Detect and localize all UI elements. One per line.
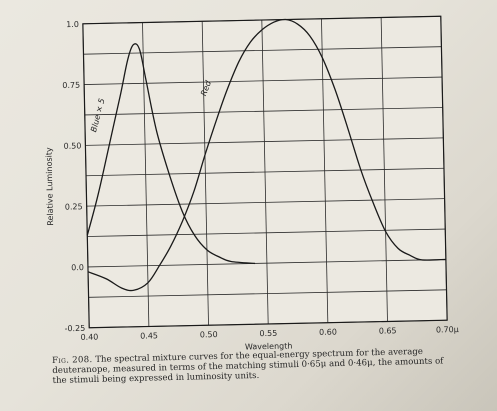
- x-tick-label: 0.70μ: [436, 325, 459, 334]
- y-tick-label: -0.25: [64, 324, 85, 333]
- y-grid-line: [86, 198, 445, 207]
- x-tick-label: 0.45: [140, 331, 158, 340]
- y-tick-label: 0.50: [64, 141, 82, 150]
- y-grid-line: [84, 107, 443, 116]
- y-tick-label: 0.75: [62, 81, 80, 90]
- red-curve: [87, 18, 446, 292]
- y-grid-line: [87, 259, 446, 268]
- x-axis-title: Wavelength: [245, 341, 293, 351]
- y-tick-label: 0.0: [71, 263, 84, 272]
- y-grid-line: [83, 46, 442, 55]
- y-grid-line: [88, 289, 447, 298]
- y-grid-line: [84, 76, 443, 85]
- y-tick-label: 1.0: [66, 20, 79, 29]
- x-tick-label: 0.55: [259, 329, 277, 338]
- plot-area: 0.40 0.45 0.50 0.55 0.60 0.65 0.70μ 1.0 0.75 0.50…: [44, 15, 459, 351]
- y-grid-line: [86, 167, 444, 177]
- x-tick-label: 0.50: [200, 330, 218, 339]
- x-tick-label: 0.40: [80, 333, 98, 342]
- y-grid-line: [85, 137, 444, 146]
- x-tick-label: 0.60: [319, 328, 337, 337]
- y-axis-title: Relative Luminosity: [44, 147, 55, 226]
- x-tick-label: 0.65: [379, 326, 397, 335]
- blue-curve: [86, 43, 256, 265]
- y-tick-label: 0.25: [65, 202, 83, 211]
- plot-frame: [82, 15, 448, 329]
